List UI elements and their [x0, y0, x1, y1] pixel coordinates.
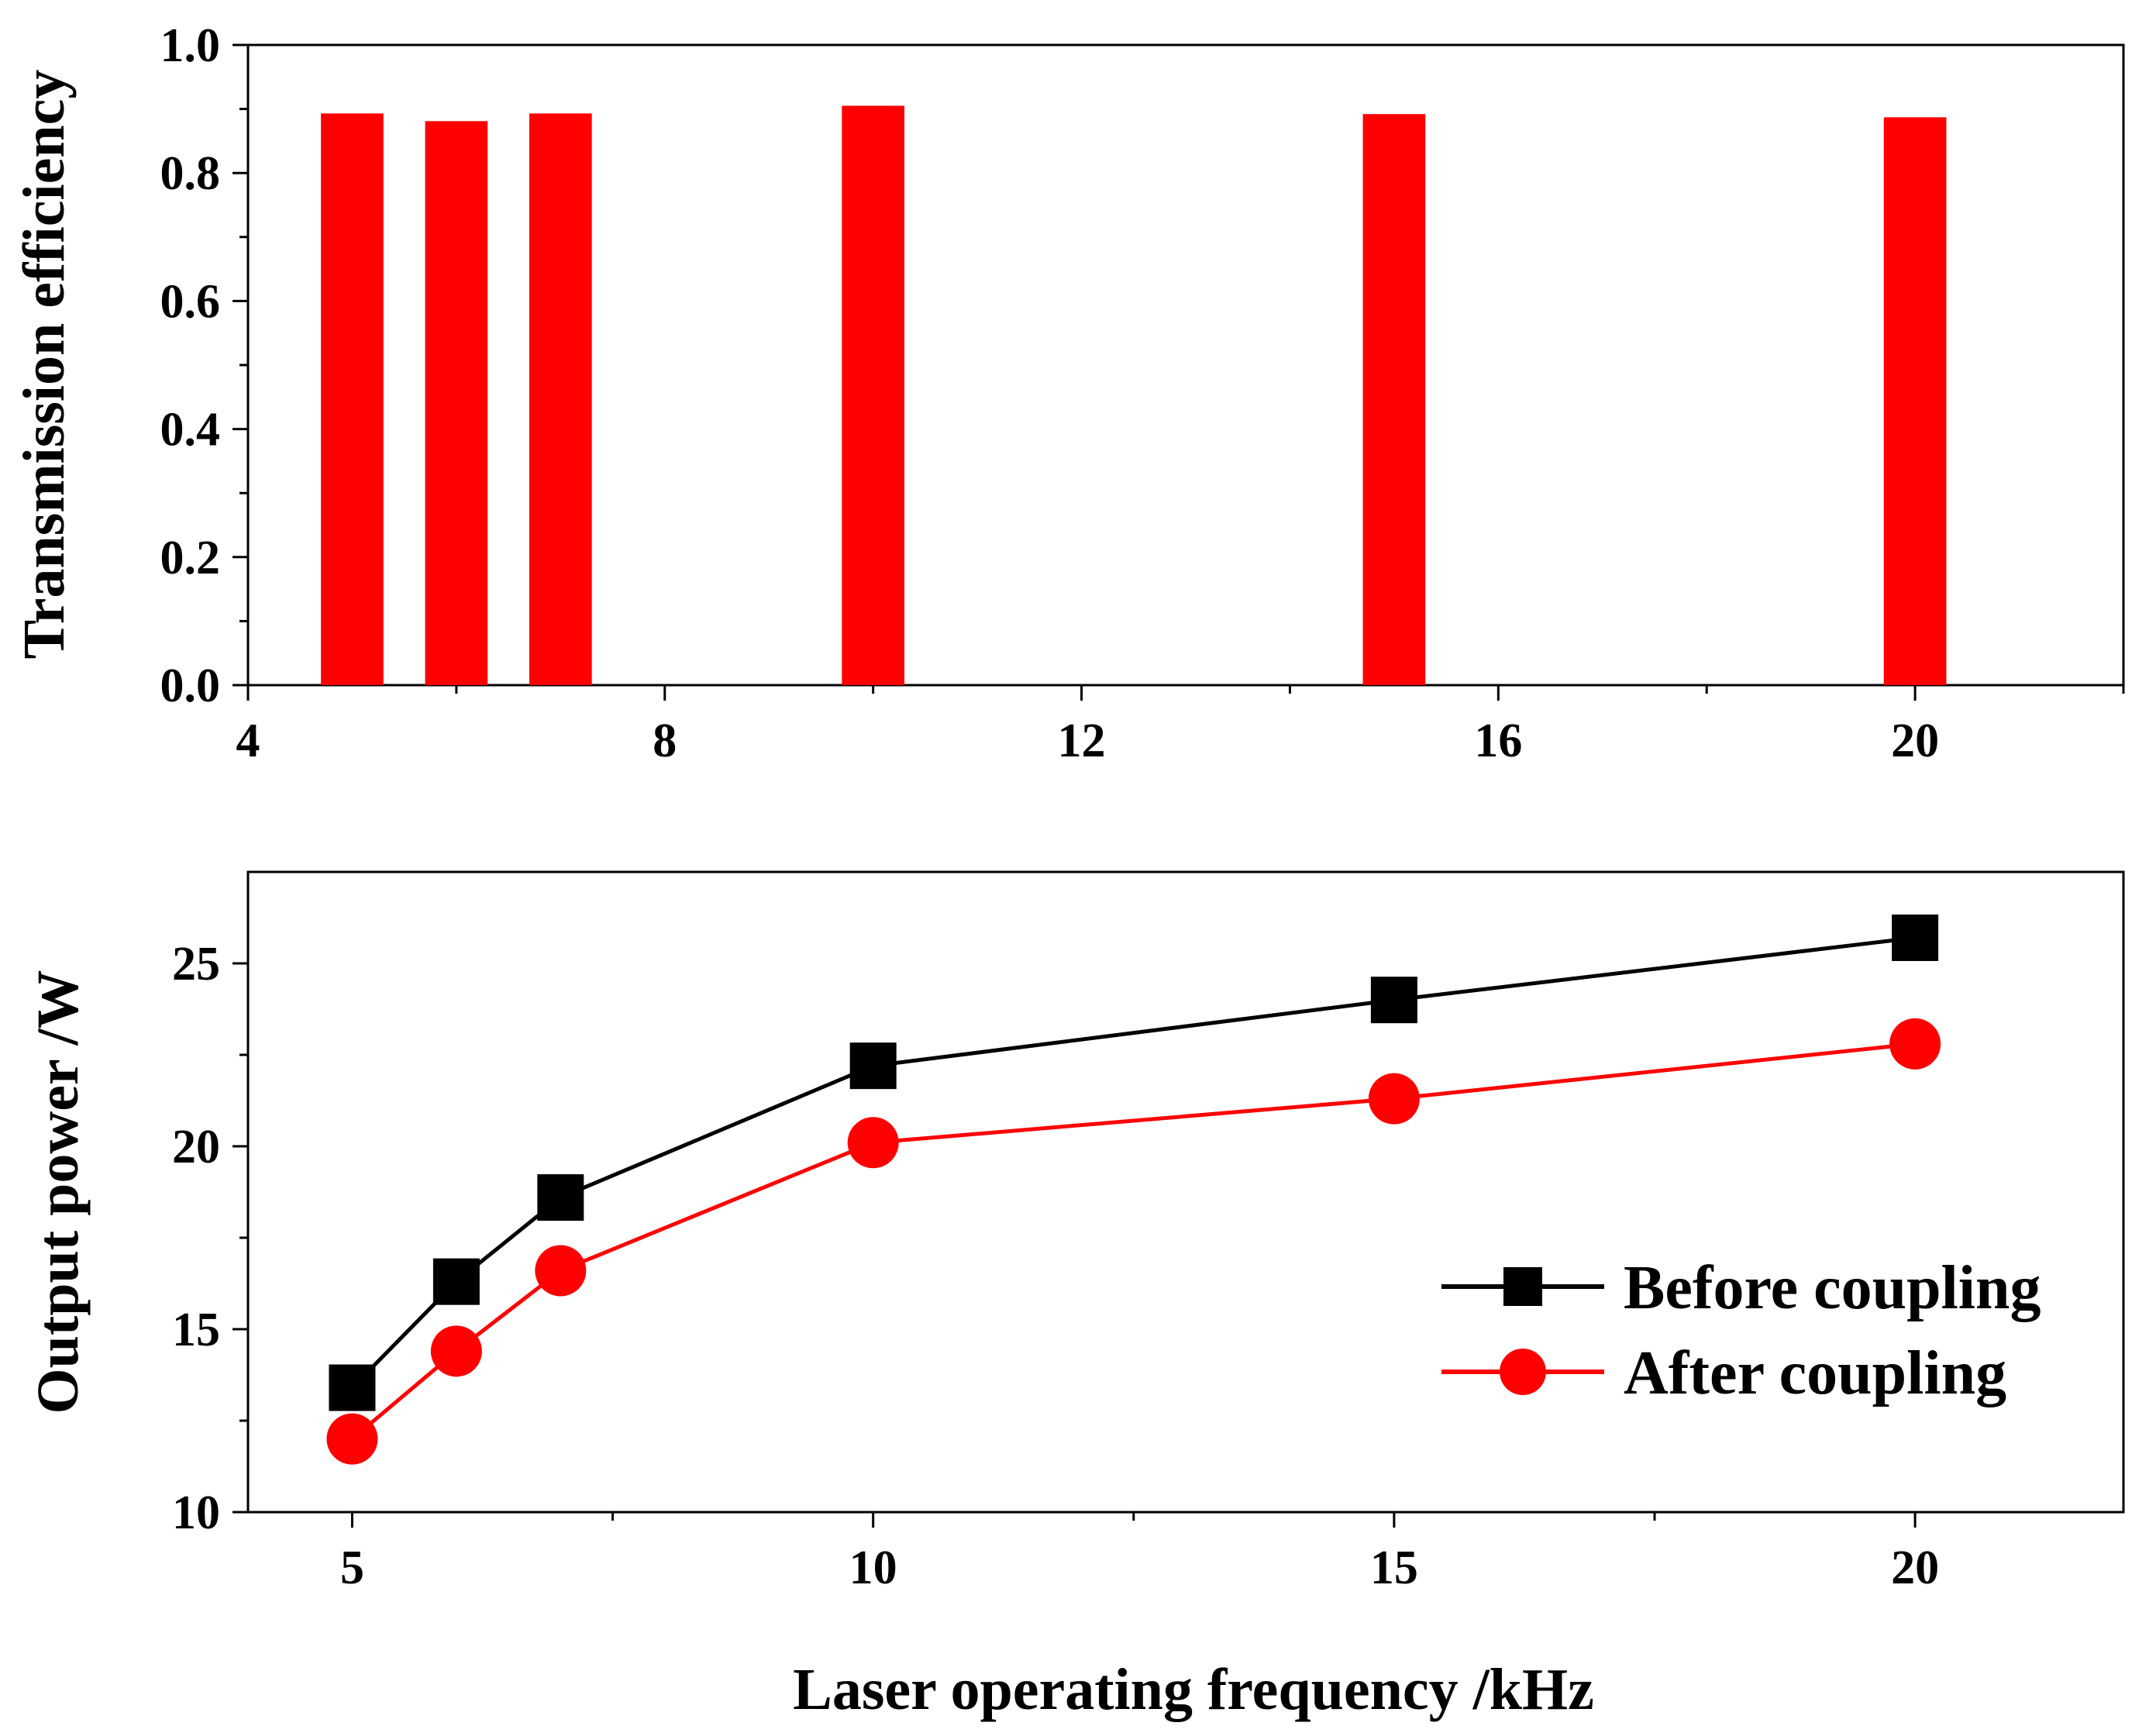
point-before-coupling-15-khz [1370, 977, 1417, 1024]
top-y-axis: 0.0 0.2 0.4 0.6 0.8 1.0 [160, 19, 248, 712]
point-after-coupling-10-khz [847, 1117, 899, 1169]
bottom-y-tick-label: 10 [172, 1487, 220, 1539]
point-before-coupling-5-khz [329, 1364, 376, 1411]
bottom-x-tick-label: 15 [1370, 1542, 1418, 1594]
legend-marker-after [1500, 1349, 1546, 1395]
point-after-coupling-5-khz [326, 1413, 378, 1465]
bottom-y-tick-label: 25 [172, 938, 220, 991]
top-x-axis: 4 8 12 16 20 [236, 685, 2125, 767]
top-y-tick-label: 1.0 [160, 19, 221, 72]
point-after-coupling-7-khz [535, 1245, 587, 1297]
point-before-coupling-6-khz [432, 1258, 480, 1305]
top-y-tick-label: 0.4 [160, 404, 221, 457]
bottom-series [326, 914, 1941, 1465]
bottom-line-chart: 5 10 15 20 10 15 20 25 Output power /W Laser o… [26, 870, 2125, 1722]
point-before-coupling-10-khz [849, 1042, 897, 1090]
point-after-coupling-15-khz [1368, 1073, 1420, 1125]
top-x-tick-label: 8 [653, 715, 677, 767]
point-after-coupling-20-khz [1889, 1018, 1941, 1070]
bar-10-khz [842, 105, 904, 686]
legend-label-after: After coupling [1624, 1339, 2006, 1407]
top-bar-chart: 4 8 12 16 20 0.0 0.2 0.4 0.6 0.8 1.0 Transmission… [12, 19, 2125, 767]
bottom-y-tick-label: 20 [172, 1121, 220, 1173]
point-after-coupling-6-khz [430, 1325, 482, 1377]
top-y-tick-label: 0.0 [160, 660, 221, 712]
bar-7-khz [529, 113, 592, 685]
bottom-x-tick-label: 20 [1891, 1542, 1939, 1594]
point-before-coupling-20-khz [1892, 914, 1939, 961]
bar-6-khz [425, 121, 488, 685]
top-x-tick-label: 4 [236, 715, 260, 767]
bottom-plot-frame [246, 870, 2125, 1514]
top-y-tick-label: 0.2 [160, 532, 221, 584]
top-y-tick-label: 0.6 [160, 275, 221, 328]
legend-label-before: Before coupling [1624, 1254, 2041, 1322]
bar-5-khz [321, 113, 384, 685]
bottom-x-axis: 5 10 15 20 [340, 1512, 1939, 1594]
top-y-axis-title: Transmission efficiency [12, 70, 77, 660]
legend-marker-before [1503, 1267, 1542, 1306]
bottom-y-axis-title: Output power /W [26, 970, 91, 1414]
top-x-tick-label: 20 [1891, 715, 1939, 767]
top-x-tick-label: 16 [1474, 715, 1522, 767]
bottom-y-tick-label: 15 [172, 1304, 220, 1356]
point-before-coupling-7-khz [537, 1174, 584, 1221]
bottom-x-tick-label: 10 [849, 1542, 897, 1594]
legend: Before coupling After coupling [1441, 1254, 2041, 1407]
bar-20-khz [1883, 117, 1947, 685]
top-x-tick-label: 12 [1058, 715, 1106, 767]
bottom-x-tick-label: 5 [340, 1542, 364, 1594]
bottom-x-axis-title: Laser operating frequency /kHz [793, 1657, 1594, 1722]
legend-entry-before-coupling: Before coupling [1441, 1254, 2041, 1322]
bottom-y-axis: 10 15 20 25 [172, 938, 248, 1539]
top-bars [321, 105, 1947, 686]
legend-entry-after-coupling: After coupling [1441, 1339, 2006, 1407]
bar-15-khz [1362, 114, 1426, 685]
top-y-tick-label: 0.8 [160, 147, 221, 200]
